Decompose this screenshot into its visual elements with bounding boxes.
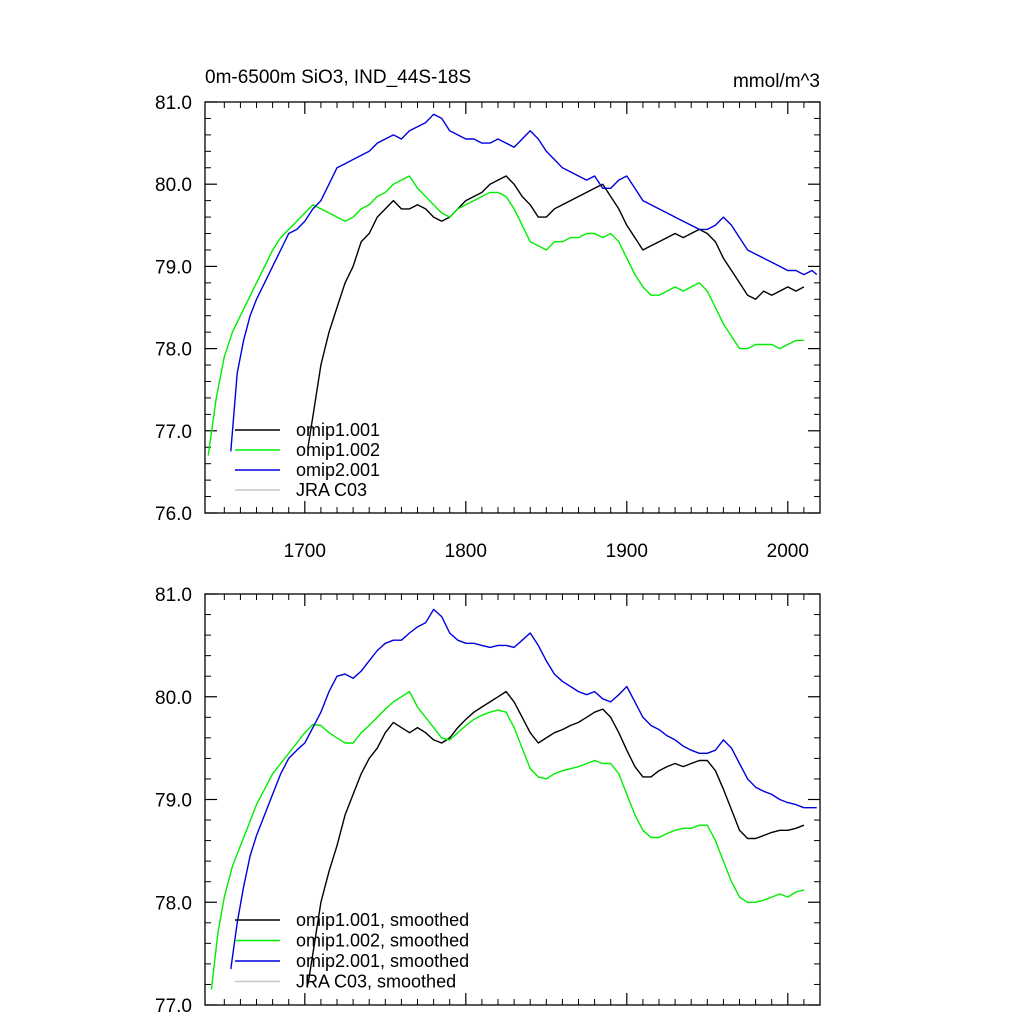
y-tick-label: 76.0 <box>155 504 192 525</box>
legend-label: omip1.002 <box>296 440 380 460</box>
series-line-0 <box>307 690 805 985</box>
legend-label: JRA C03, smoothed <box>296 972 456 992</box>
y-tick-label: 77.0 <box>155 996 192 1017</box>
units-label: mmol/m^3 <box>733 71 820 92</box>
series-line-0 <box>307 175 805 448</box>
x-tick-label: 1900 <box>606 541 648 562</box>
series-line-2 <box>230 608 817 970</box>
x-tick-label: 2000 <box>767 541 809 562</box>
y-tick-label: 79.0 <box>155 791 192 812</box>
series-line-1 <box>207 175 804 456</box>
y-tick-label: 78.0 <box>155 340 192 361</box>
legend-label: omip2.001, smoothed <box>296 951 469 971</box>
y-tick-label: 78.0 <box>155 893 192 914</box>
y-tick-label: 77.0 <box>155 422 192 443</box>
plot-frame <box>204 101 821 514</box>
y-tick-label: 81.0 <box>155 93 192 114</box>
legend-label: JRA C03 <box>296 480 367 500</box>
top-panel: 1700 1800 1900 2000 76.0 77.0 78.0 79.0 80.0 81.0… <box>155 93 821 562</box>
chart-title: 0m-6500m SiO3, IND_44S-18S <box>205 67 471 88</box>
legend-label: omip1.001, smoothed <box>296 910 469 930</box>
legend-label: omip2.001 <box>296 460 380 480</box>
x-tick-label: 1800 <box>445 541 487 562</box>
y-tick-label: 81.0 <box>155 585 192 606</box>
series-line-2 <box>230 113 818 452</box>
legend-label: omip1.001 <box>296 420 380 440</box>
x-tick-label: 1700 <box>284 541 326 562</box>
series-line-1 <box>210 690 805 990</box>
y-tick-label: 80.0 <box>155 175 192 196</box>
legend-label: omip1.002, smoothed <box>296 931 469 951</box>
y-tick-label: 79.0 <box>155 257 192 278</box>
y-tick-label: 80.0 <box>155 688 192 709</box>
